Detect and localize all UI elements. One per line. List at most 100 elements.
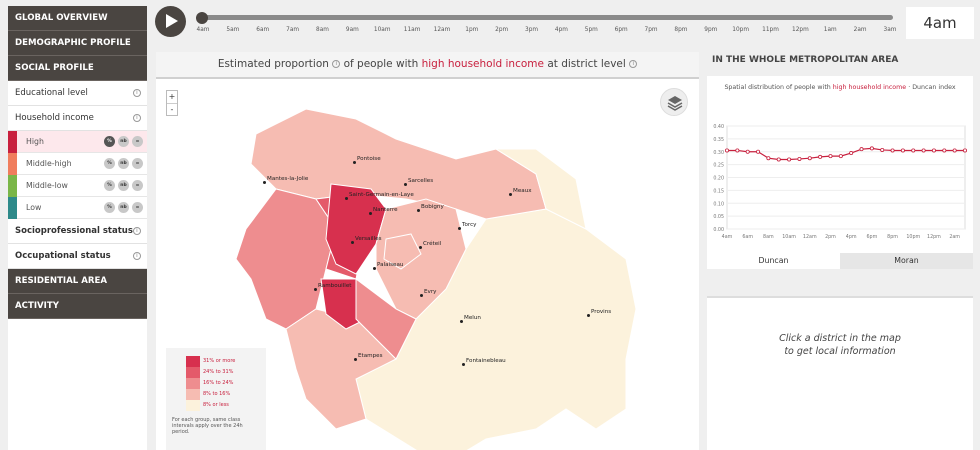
equal-button[interactable]: = [132,202,143,213]
timeline-tick-label[interactable]: 6am [256,27,270,33]
legend-label: 8% or less [203,402,229,408]
timeline-tick-label[interactable]: 3pm [525,27,539,33]
timeline-tick-label[interactable]: 11am [403,27,421,33]
income-option-middle-low[interactable]: Middle-low % nb = [8,175,147,197]
timeline-tick-label[interactable]: 5am [226,27,240,33]
layers-icon[interactable] [660,88,688,116]
count-button[interactable]: nb [118,158,129,169]
info-icon[interactable]: i [629,60,638,68]
city-label: Palaiseau [377,262,404,268]
equal-button[interactable]: = [132,136,143,147]
timeline-tick-label[interactable]: 1am [823,27,837,33]
nav-household-income[interactable]: Household income i [8,106,147,131]
chart-point [787,157,792,162]
percent-button[interactable]: % [104,136,115,147]
legend-swatch [186,367,200,378]
timeline-tick-label[interactable]: 7am [286,27,300,33]
district-core[interactable] [325,183,387,275]
current-time: 4am [906,7,974,39]
chart-sub-post: · Duncan index [908,84,956,91]
percent-button[interactable]: % [104,180,115,191]
timeline-tick-label[interactable]: 3am [883,27,897,33]
timeline-handle[interactable] [196,12,208,24]
local-info-line-2: to get local information [784,346,896,357]
nav-socioprofessional-status[interactable]: Socioprofessional status i [8,219,147,244]
chart-y-tick-label: 0.30 [713,150,724,156]
district-map[interactable] [156,79,699,450]
nav-occupational-status[interactable]: Occupational status i [8,244,147,269]
income-option-low[interactable]: Low % nb = [8,197,147,219]
timeline-tick-label[interactable]: 12am [433,27,451,33]
nav-global-overview[interactable]: GLOBAL OVERVIEW [8,6,147,31]
timeline-tick-label[interactable]: 7pm [644,27,658,33]
percent-button[interactable]: % [104,202,115,213]
equal-button[interactable]: = [132,158,143,169]
timeline-tick-label[interactable]: 4am [196,27,210,33]
chart-point [776,157,781,162]
chart-x-tick-label: 10am [782,234,796,240]
chart-point [880,147,885,152]
timeline-tick-label[interactable]: 2am [853,27,867,33]
timeline-tick-label[interactable]: 5pm [584,27,598,33]
color-swatch [8,131,17,153]
count-button[interactable]: nb [118,136,129,147]
district-paris[interactable] [383,233,422,270]
timeline-tick-label[interactable]: 1pm [465,27,479,33]
district-south-core[interactable] [320,278,367,330]
timeline-tick-label[interactable]: 9am [345,27,359,33]
legend-swatch [186,400,200,411]
district-inner-east[interactable] [375,198,467,320]
count-button[interactable]: nb [118,180,129,191]
timeline-tick-label[interactable]: 2pm [495,27,509,33]
display-mode-buttons: % nb = [104,180,143,191]
income-option-high[interactable]: High % nb = [8,131,147,153]
equal-button[interactable]: = [132,180,143,191]
play-icon[interactable] [155,6,186,37]
legend-item: 24% to 31% [186,367,266,378]
timeline-track[interactable] [200,15,893,20]
district-east[interactable] [494,148,587,230]
local-info-line-1: Click a district in the map [779,333,901,344]
nav-occupational-label: Occupational status [15,251,111,261]
city-label: Pontoise [357,156,381,162]
city-label: Versailles [355,236,382,242]
chart-x-tick-label: 8pm [887,234,898,240]
city-dot [509,193,512,196]
timeline-tick-label[interactable]: 4pm [554,27,568,33]
timeline-tick-label[interactable]: 8am [316,27,329,33]
info-icon[interactable]: i [332,60,341,68]
nav-demographic-profile[interactable]: DEMOGRAPHIC PROFILE [8,31,147,56]
duncan-chart-panel: Spatial distribution of people with high… [707,76,973,269]
timeline-tick-label[interactable]: 12pm [792,27,809,33]
chart-point [818,154,823,159]
tab-duncan[interactable]: Duncan [707,253,840,269]
timeline-tick-label[interactable]: 6pm [614,27,628,33]
chart-point [921,148,926,153]
timeline-tick-label[interactable]: 10am [373,27,391,33]
info-icon[interactable]: i [133,252,141,260]
count-button[interactable]: nb [118,202,129,213]
info-icon[interactable]: i [133,114,141,122]
city-dot [458,227,461,230]
income-option-label: High [26,137,44,146]
district-south-mid[interactable] [355,278,417,360]
chart-point [838,154,843,159]
info-icon[interactable]: i [133,227,141,235]
info-icon[interactable]: i [133,89,141,97]
timeline-tick-label[interactable]: 10pm [732,27,749,33]
zoom-out-button[interactable]: - [167,103,177,115]
timeline-tick-label[interactable]: 9pm [704,27,718,33]
percent-button[interactable]: % [104,158,115,169]
nav-residential-area[interactable]: RESIDENTIAL AREA [8,269,147,294]
nav-educational-level[interactable]: Educational level i [8,81,147,106]
nav-social-profile[interactable]: SOCIAL PROFILE [8,56,147,81]
timeline-tick-label[interactable]: 11pm [762,27,779,33]
city-label: Evry [424,289,437,295]
zoom-control: + - [166,90,178,116]
timeline-tick-label[interactable]: 8pm [674,27,688,33]
tab-moran[interactable]: Moran [840,253,973,269]
nav-activity[interactable]: ACTIVITY [8,294,147,319]
income-option-middle-high[interactable]: Middle-high % nb = [8,153,147,175]
district-outer-west[interactable] [235,188,337,330]
zoom-in-button[interactable]: + [168,92,176,101]
